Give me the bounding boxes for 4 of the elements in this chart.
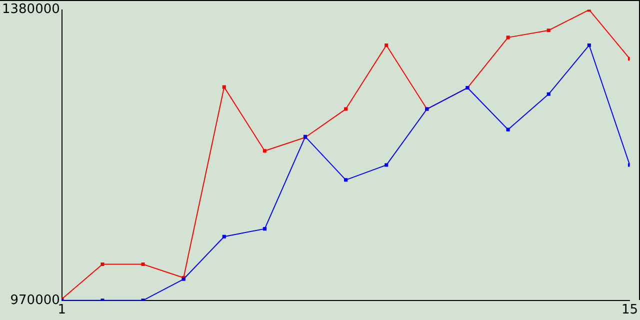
x-tick-label: 1 [58, 302, 66, 318]
x-tick-label: 15 [621, 302, 638, 318]
y-tick-label: 970000 [10, 292, 60, 308]
y-tick-label: 1380000 [2, 2, 60, 18]
